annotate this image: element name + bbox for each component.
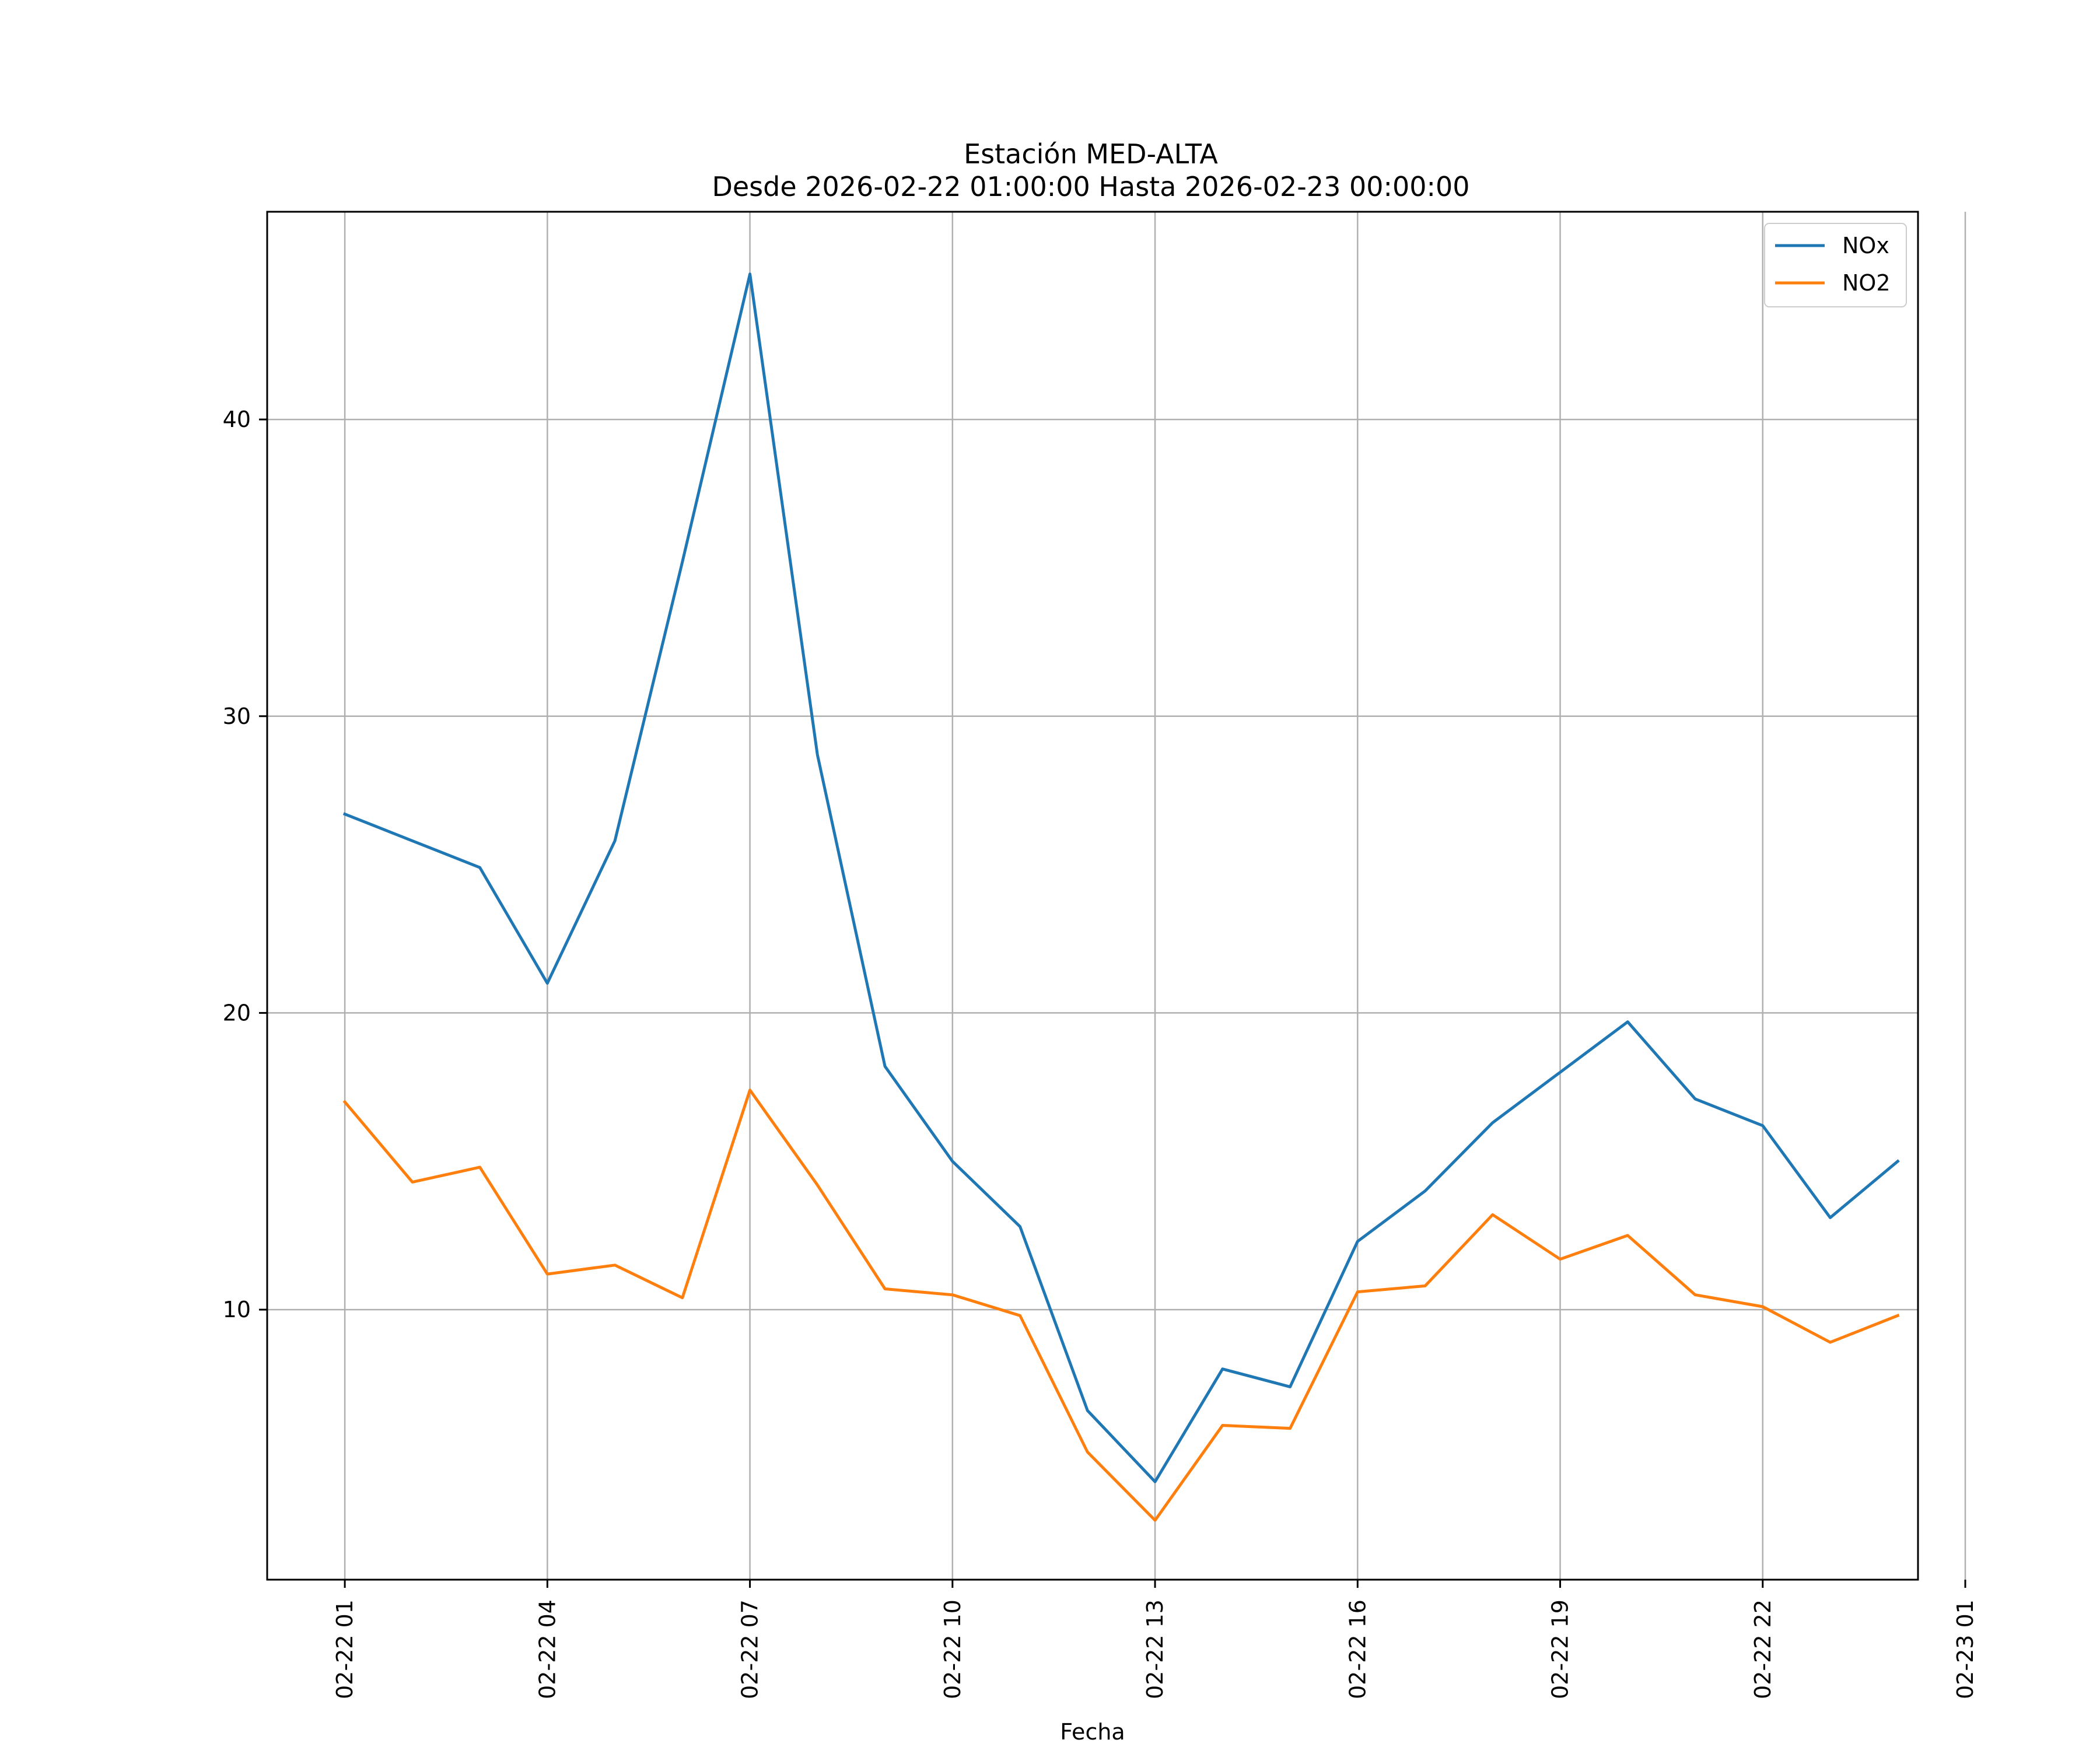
x-tick-label: 02-22 19 — [1548, 1600, 1573, 1699]
axis-ticks: 02-22 01 02-22 04 02-22 07 02-22 10 02-22 13… — [223, 407, 1978, 1699]
plot-frame — [266, 211, 1919, 1581]
chart-title: Estación MED-ALTA — [964, 138, 1218, 170]
y-tick-label: 20 — [223, 1000, 251, 1026]
x-tick-label: 02-22 01 — [332, 1600, 358, 1699]
y-tick-label: 10 — [223, 1297, 251, 1322]
y-tick-label: 40 — [223, 407, 251, 432]
x-tick-label: 02-23 01 — [1952, 1600, 1978, 1699]
series-line-nox — [342, 272, 1900, 1483]
legend: NOx NO2 — [1764, 223, 1907, 307]
series-lines — [342, 272, 1900, 1522]
x-tick-label: 02-22 10 — [940, 1600, 965, 1699]
x-axis-label: Fecha — [1060, 1719, 1125, 1745]
x-tick-label: 02-22 13 — [1142, 1600, 1168, 1699]
chart-subtitle: Desde 2026-02-22 01:00:00 Hasta 2026-02-… — [712, 171, 1469, 202]
x-tick-label: 02-22 16 — [1345, 1600, 1370, 1699]
grid — [267, 212, 1966, 1580]
x-tick-label: 02-22 22 — [1750, 1600, 1776, 1699]
y-tick-label: 30 — [223, 704, 251, 729]
series-line-no2 — [342, 1088, 1900, 1522]
x-tick-label: 02-22 07 — [737, 1600, 763, 1699]
x-tick-label: 02-22 04 — [534, 1600, 560, 1699]
legend-label-no2: NO2 — [1842, 270, 1891, 296]
legend-label-nox: NOx — [1842, 233, 1889, 258]
